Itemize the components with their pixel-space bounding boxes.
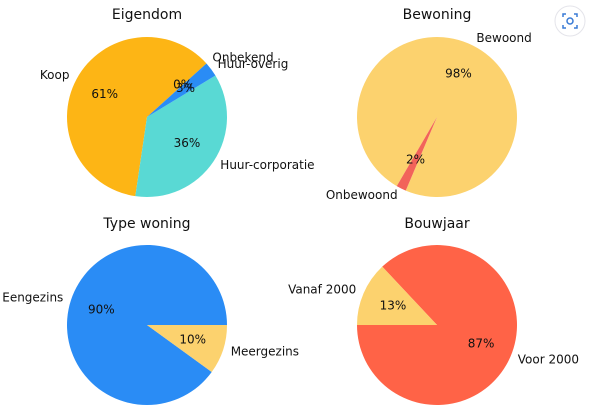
slice-label: Eengezins	[2, 290, 63, 304]
slice-label: Meergezins	[231, 345, 299, 359]
chart-title: Eigendom	[112, 7, 182, 23]
value-label: 36%	[174, 136, 201, 150]
pie-slice	[135, 75, 227, 197]
slice-label: Bewoond	[476, 31, 531, 45]
pie-slice	[356, 36, 517, 197]
icon-lens[interactable]	[566, 17, 574, 25]
chart-title: Bouwjaar	[404, 216, 470, 232]
value-label: 90%	[88, 303, 115, 317]
value-label: 3%	[176, 81, 195, 95]
pie-slice	[147, 325, 227, 373]
pie-slice	[147, 63, 216, 117]
value-label: 61%	[91, 87, 118, 101]
icon-frame[interactable]	[562, 13, 578, 29]
slice-label: Koop	[40, 68, 70, 82]
value-label: 13%	[380, 298, 407, 312]
chart-title: Type woning	[102, 216, 190, 232]
slice-label: Onbekend	[212, 51, 273, 65]
icon-bg[interactable]	[554, 5, 586, 37]
value-label: 0%	[173, 77, 192, 91]
chart-title: Bewoning	[403, 7, 472, 23]
value-label: 98%	[445, 67, 472, 81]
pie-slice	[357, 266, 437, 325]
value-label: 87%	[468, 337, 495, 351]
pie-slice	[357, 244, 518, 405]
lens-icon[interactable]	[554, 5, 586, 37]
value-label: 10%	[179, 332, 206, 346]
pie-slice	[67, 245, 227, 406]
slice-label: Voor 2000	[518, 352, 579, 366]
pie-slice	[67, 37, 207, 197]
slice-label: Huur-overig	[218, 57, 289, 71]
slice-label: Vanaf 2000	[288, 283, 356, 297]
slice-label: Huur-corporatie	[220, 158, 314, 172]
pie-slice	[396, 117, 437, 191]
value-label: 2%	[406, 152, 425, 166]
slice-label: Onbewoond	[326, 188, 398, 202]
